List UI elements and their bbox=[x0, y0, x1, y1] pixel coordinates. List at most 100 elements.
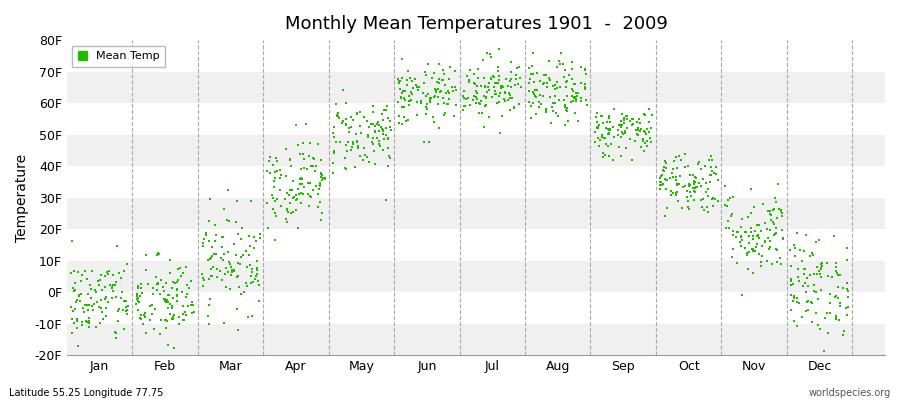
Point bbox=[346, 139, 360, 146]
Point bbox=[207, 222, 221, 229]
Point bbox=[814, 260, 828, 267]
Point bbox=[670, 154, 684, 160]
Point bbox=[460, 73, 474, 80]
Point bbox=[397, 104, 411, 110]
Point bbox=[235, 225, 249, 231]
Point bbox=[402, 102, 417, 109]
Point bbox=[683, 182, 698, 188]
Point bbox=[720, 202, 734, 209]
Point bbox=[638, 140, 652, 146]
Point bbox=[612, 122, 626, 128]
Point bbox=[578, 81, 592, 88]
Point bbox=[249, 258, 264, 264]
Point bbox=[626, 122, 640, 128]
Point bbox=[598, 151, 612, 158]
Point bbox=[691, 159, 706, 165]
Point bbox=[636, 136, 651, 142]
Point bbox=[70, 325, 85, 332]
Point bbox=[629, 127, 643, 133]
Point bbox=[669, 191, 683, 198]
Point bbox=[827, 233, 842, 239]
Point bbox=[383, 118, 398, 124]
Point bbox=[230, 306, 245, 312]
Point bbox=[760, 226, 774, 232]
Point bbox=[569, 98, 583, 104]
Point bbox=[442, 96, 456, 102]
Point bbox=[283, 187, 297, 193]
Point bbox=[741, 266, 755, 272]
Point bbox=[316, 174, 330, 181]
Point bbox=[109, 330, 123, 336]
Point bbox=[118, 298, 132, 304]
Point bbox=[412, 84, 427, 90]
Point bbox=[418, 72, 433, 78]
Point bbox=[456, 106, 471, 113]
Point bbox=[809, 310, 824, 316]
Point bbox=[339, 121, 354, 127]
Point bbox=[495, 112, 509, 119]
Point bbox=[538, 72, 553, 78]
Point bbox=[370, 121, 384, 128]
Point bbox=[762, 227, 777, 233]
Point bbox=[342, 129, 356, 136]
Point bbox=[479, 94, 493, 100]
Point bbox=[665, 170, 680, 176]
Point bbox=[746, 204, 760, 211]
Point bbox=[688, 179, 702, 186]
Point bbox=[231, 231, 246, 237]
Point bbox=[710, 198, 724, 204]
Point bbox=[372, 127, 386, 134]
Point bbox=[615, 122, 629, 128]
Point bbox=[421, 91, 436, 98]
Point bbox=[160, 305, 175, 312]
Point bbox=[250, 267, 265, 274]
Point bbox=[466, 71, 481, 77]
Point bbox=[746, 232, 760, 239]
Point bbox=[211, 266, 225, 272]
Point bbox=[672, 180, 687, 187]
Point bbox=[762, 208, 777, 214]
Point bbox=[603, 126, 617, 132]
Point bbox=[588, 138, 602, 145]
Point bbox=[245, 266, 259, 273]
Point bbox=[633, 128, 647, 134]
Point bbox=[436, 112, 451, 118]
Point bbox=[806, 252, 820, 258]
Point bbox=[807, 270, 822, 277]
Point bbox=[394, 121, 409, 128]
Point bbox=[660, 176, 674, 183]
Point bbox=[293, 176, 308, 182]
Point bbox=[176, 270, 190, 277]
Point bbox=[769, 246, 783, 253]
Point bbox=[456, 92, 471, 99]
Point bbox=[365, 134, 380, 141]
Point bbox=[815, 263, 830, 269]
Point bbox=[179, 294, 194, 300]
Point bbox=[776, 235, 790, 242]
Point bbox=[180, 290, 194, 297]
Point bbox=[470, 83, 484, 90]
Point bbox=[137, 311, 151, 318]
Point bbox=[376, 128, 391, 134]
Point bbox=[436, 67, 450, 74]
Point bbox=[696, 196, 710, 202]
Point bbox=[549, 110, 563, 116]
Point bbox=[724, 212, 738, 219]
Point bbox=[379, 197, 393, 204]
Point bbox=[338, 164, 352, 171]
Point bbox=[631, 132, 645, 138]
Point bbox=[472, 109, 486, 116]
Point bbox=[64, 304, 78, 310]
Point bbox=[162, 311, 176, 318]
Point bbox=[291, 224, 305, 231]
Point bbox=[199, 231, 213, 238]
Point bbox=[99, 294, 113, 300]
Point bbox=[214, 277, 229, 283]
Point bbox=[693, 166, 707, 172]
Point bbox=[688, 174, 702, 180]
Point bbox=[806, 299, 820, 306]
Point bbox=[63, 270, 77, 276]
Point bbox=[634, 126, 648, 132]
Point bbox=[365, 121, 380, 128]
Point bbox=[437, 82, 452, 88]
